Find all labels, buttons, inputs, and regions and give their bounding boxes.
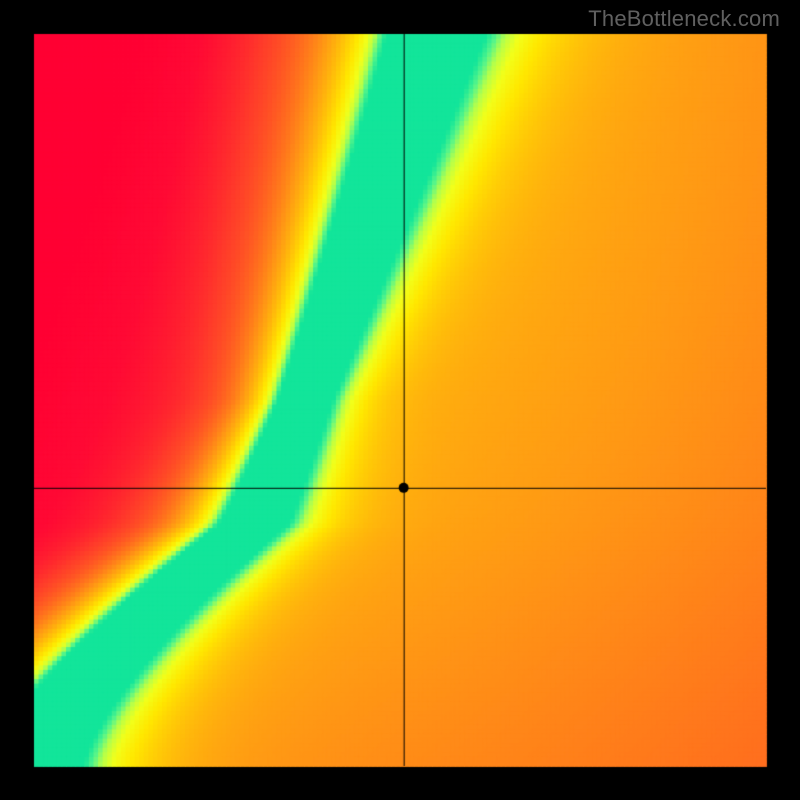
watermark-text: TheBottleneck.com [588, 6, 780, 32]
heatmap-canvas [0, 0, 800, 800]
chart-container: TheBottleneck.com [0, 0, 800, 800]
